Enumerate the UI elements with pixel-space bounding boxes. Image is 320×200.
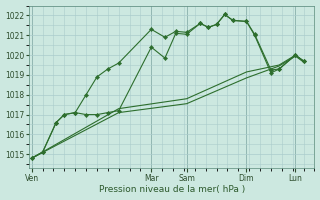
X-axis label: Pression niveau de la mer( hPa ): Pression niveau de la mer( hPa )	[99, 185, 245, 194]
